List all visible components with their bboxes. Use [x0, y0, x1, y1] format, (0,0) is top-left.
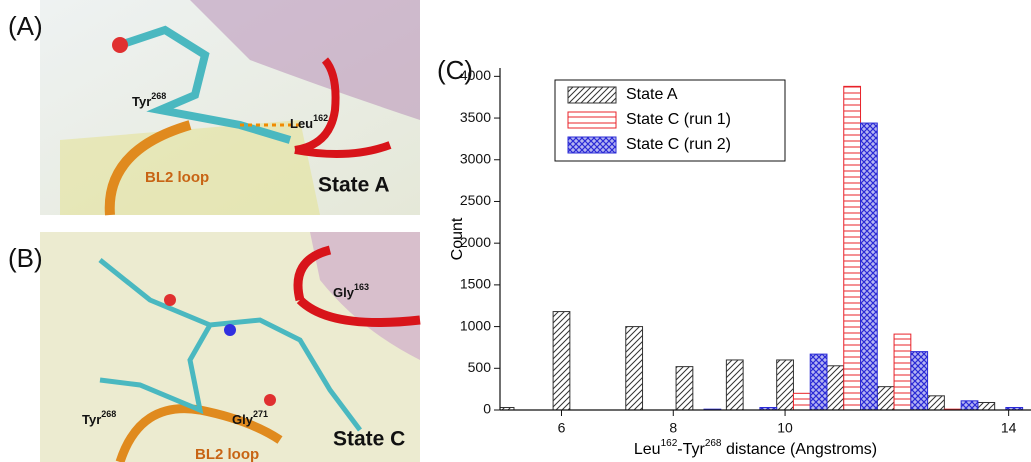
bar: [928, 396, 945, 410]
bar: [877, 387, 894, 410]
x-label-part: distance (Angstroms): [722, 441, 878, 458]
y-tick-label: 1500: [460, 276, 491, 292]
residue: Gly: [333, 285, 355, 300]
bar: [827, 366, 844, 410]
x-tick-label: 10: [777, 420, 793, 436]
bar: [553, 312, 570, 410]
panel-a: (A) Tyr268 Leu162 BL2 loop State A: [8, 0, 420, 215]
residue: Gly: [232, 412, 254, 427]
bar: [777, 360, 794, 410]
bar: [978, 402, 995, 410]
y-tick-label: 2000: [460, 234, 491, 250]
y-tick-label: 2500: [460, 192, 491, 208]
legend-swatch: [568, 87, 616, 103]
state-label: State C: [333, 428, 405, 451]
atom: [224, 324, 236, 336]
residue-sup: 162: [313, 113, 328, 123]
x-label-part: Leu: [634, 441, 661, 458]
bar: [810, 354, 827, 410]
bar: [961, 401, 978, 410]
atom: [164, 294, 176, 306]
legend-label: State A: [626, 86, 678, 103]
legend-swatch: [568, 112, 616, 128]
y-tick-label: 0: [483, 401, 491, 417]
x-axis-label: Leu162-Tyr268 distance (Angstroms): [634, 438, 877, 459]
atom: [112, 37, 128, 53]
y-tick-label: 500: [468, 359, 492, 375]
y-tick-label: 3000: [460, 150, 491, 166]
x-label-sup: 162: [661, 438, 678, 449]
legend-swatch: [568, 137, 616, 153]
residue-sup: 268: [151, 91, 166, 101]
residue-sup: 268: [101, 409, 116, 419]
bar: [626, 327, 643, 410]
loop-label: BL2 loop: [145, 169, 209, 186]
bar: [894, 334, 911, 410]
atom: [264, 394, 276, 406]
state-label: State A: [318, 174, 390, 197]
bar: [861, 123, 878, 410]
y-tick-label: 4000: [460, 67, 491, 83]
bar: [676, 367, 693, 410]
legend-label: State C (run 1): [626, 111, 731, 128]
residue: Tyr: [132, 94, 151, 109]
loop-label: BL2 loop: [195, 446, 259, 462]
x-tick-label: 8: [669, 420, 677, 436]
bar: [793, 393, 810, 410]
x-tick-label: 6: [558, 420, 566, 436]
bar: [726, 360, 743, 410]
panel-label: (B): [8, 243, 43, 273]
figure: (A) Tyr268 Leu162 BL2 loop State A (B) G…: [0, 0, 1031, 462]
legend-label: State C (run 2): [626, 136, 731, 153]
residue: Tyr: [82, 412, 101, 427]
residue: Leu: [290, 116, 313, 131]
bar: [911, 352, 928, 410]
panel-b: (B) Gly163 Tyr268 Gly271 BL2 loop State …: [8, 232, 420, 462]
y-tick-label: 1000: [460, 317, 491, 333]
y-tick-label: 3500: [460, 109, 491, 125]
x-label-sup: 268: [705, 438, 722, 449]
bar: [844, 86, 861, 410]
x-label-part: -Tyr: [677, 441, 705, 458]
x-tick-label: 14: [1001, 420, 1017, 436]
residue-sup: 271: [253, 409, 268, 419]
panel-label: (A): [8, 11, 43, 41]
residue-sup: 163: [354, 282, 369, 292]
